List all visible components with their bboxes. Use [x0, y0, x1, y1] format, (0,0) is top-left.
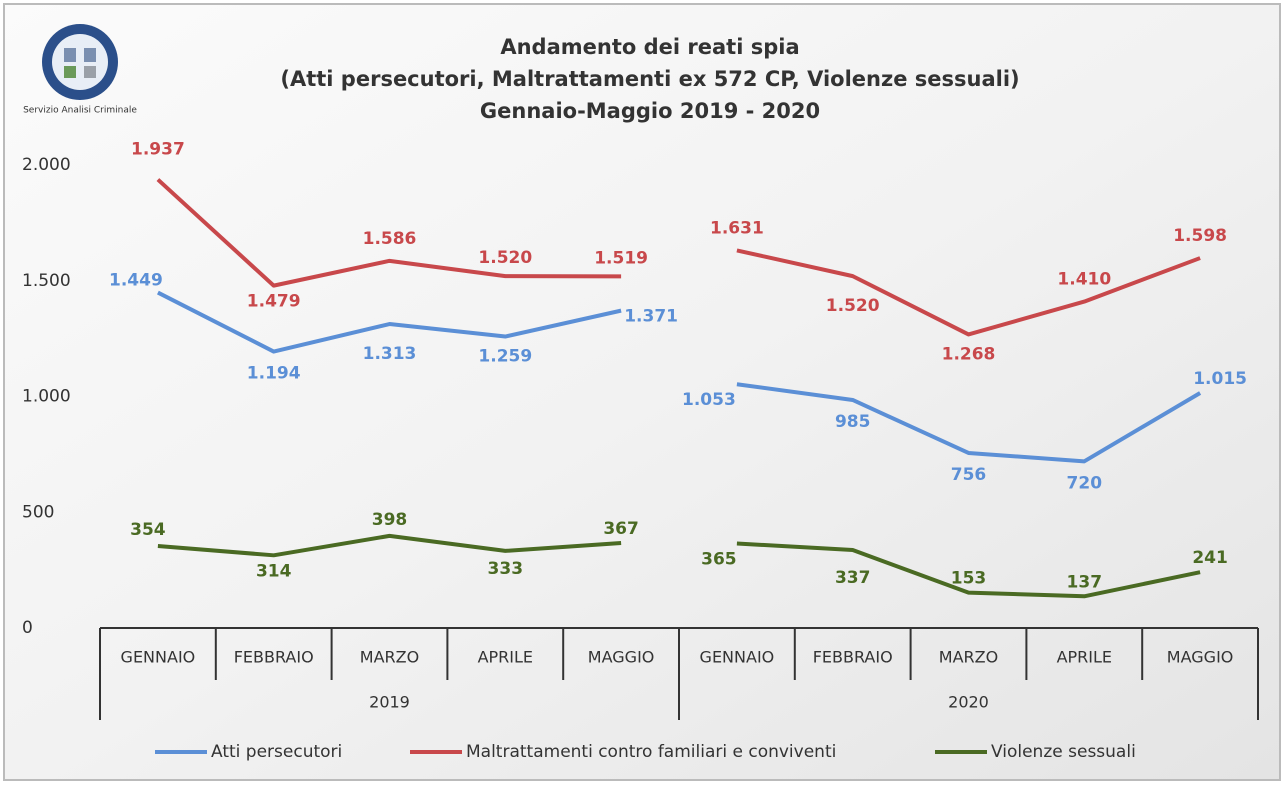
- data-label: 985: [835, 412, 871, 432]
- data-label: 1.410: [1057, 270, 1111, 290]
- data-label: 1.598: [1173, 226, 1227, 246]
- data-label: 1.053: [682, 390, 736, 410]
- y-tick-label: 2.000: [22, 155, 71, 175]
- x-tick-label: GENNAIO: [700, 648, 775, 667]
- data-label: 153: [951, 569, 987, 589]
- data-label: 1.631: [710, 218, 764, 238]
- data-label: 365: [701, 550, 737, 570]
- data-label: 1.586: [363, 229, 417, 249]
- series-line: [736, 541, 1201, 599]
- data-label: 354: [130, 520, 166, 540]
- x-tick-label: GENNAIO: [121, 648, 196, 667]
- y-tick-label: 1.000: [22, 387, 71, 407]
- legend-label: Violenze sessuali: [991, 742, 1136, 762]
- x-tick-label: APRILE: [478, 648, 533, 667]
- group-label: 2019: [369, 693, 410, 712]
- group-label: 2020: [948, 693, 989, 712]
- logo: [42, 24, 118, 100]
- data-label: 1.015: [1193, 369, 1247, 389]
- y-tick-label: 500: [22, 502, 54, 522]
- x-tick-label: MARZO: [939, 648, 998, 667]
- y-tick-label: 1.500: [22, 271, 71, 291]
- data-label: 333: [488, 559, 524, 579]
- chart-title: Andamento dei reati spia: [500, 35, 799, 59]
- x-tick-label: MAGGIO: [1167, 648, 1234, 667]
- chart-title: Gennaio-Maggio 2019 - 2020: [480, 99, 820, 123]
- legend-label: Maltrattamenti contro familiari e conviv…: [466, 742, 836, 762]
- data-label: 1.520: [478, 248, 532, 268]
- series-line: [736, 382, 1202, 464]
- data-label: 1.313: [363, 344, 417, 364]
- legend-label: Atti persecutori: [211, 742, 342, 762]
- data-label: 1.371: [624, 307, 678, 327]
- series-line: [156, 178, 622, 288]
- x-tick-label: APRILE: [1057, 648, 1112, 667]
- data-label: 314: [256, 561, 292, 581]
- data-label: 1.194: [247, 364, 301, 384]
- data-label: 1.449: [109, 271, 163, 291]
- x-tick-label: FEBBRAIO: [234, 648, 314, 667]
- chart-title: (Atti persecutori, Maltrattamenti ex 572…: [280, 67, 1019, 91]
- x-tick-label: FEBBRAIO: [813, 648, 893, 667]
- data-label: 1.259: [478, 347, 532, 367]
- x-tick-label: MARZO: [360, 648, 419, 667]
- data-label: 337: [835, 568, 871, 588]
- data-label: 1.479: [247, 292, 301, 312]
- series-line: [736, 248, 1201, 337]
- data-label: 367: [603, 519, 639, 539]
- data-label: 720: [1067, 473, 1103, 493]
- data-label: 398: [372, 510, 408, 530]
- x-tick-label: MAGGIO: [588, 648, 655, 667]
- series-line: [156, 290, 622, 354]
- y-tick-label: 0: [22, 618, 33, 638]
- data-label: 137: [1067, 572, 1103, 592]
- logo-text: Servizio Analisi Criminale: [23, 106, 137, 116]
- data-label: 1.520: [826, 296, 880, 316]
- data-label: 1.937: [131, 140, 185, 160]
- series-line: [157, 533, 622, 558]
- data-label: 241: [1192, 548, 1228, 568]
- data-label: 756: [951, 465, 987, 485]
- data-label: 1.268: [942, 344, 996, 364]
- data-label: 1.519: [594, 248, 648, 268]
